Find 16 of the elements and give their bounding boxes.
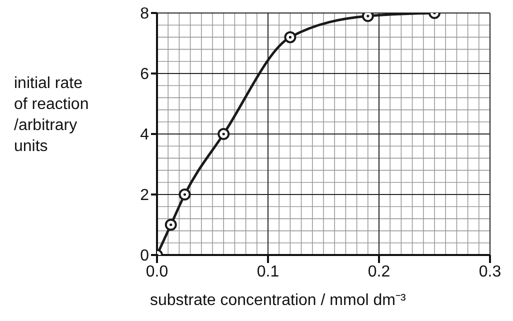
point [362, 13, 374, 22]
point [164, 218, 177, 231]
point [284, 31, 296, 44]
y-tick-label: 4 [140, 126, 150, 144]
x-tick-label: 0.2 [368, 263, 390, 280]
y-axis-title: initial rate of reaction /arbitrary units [14, 74, 89, 157]
y-tick-label: 8 [140, 6, 150, 23]
x-tick-label: 0.0 [146, 263, 168, 280]
y-tick-label: 2 [140, 187, 150, 204]
x-tick-label: 0.1 [256, 263, 280, 280]
y-tick-label: 0 [140, 248, 150, 265]
point [218, 128, 230, 140]
x-axis-title: substrate concentration / mmol dm⁻³ [150, 291, 406, 310]
point [178, 188, 191, 200]
x-tick-label: 0.3 [478, 263, 502, 280]
y-tick-label: 6 [140, 66, 150, 84]
